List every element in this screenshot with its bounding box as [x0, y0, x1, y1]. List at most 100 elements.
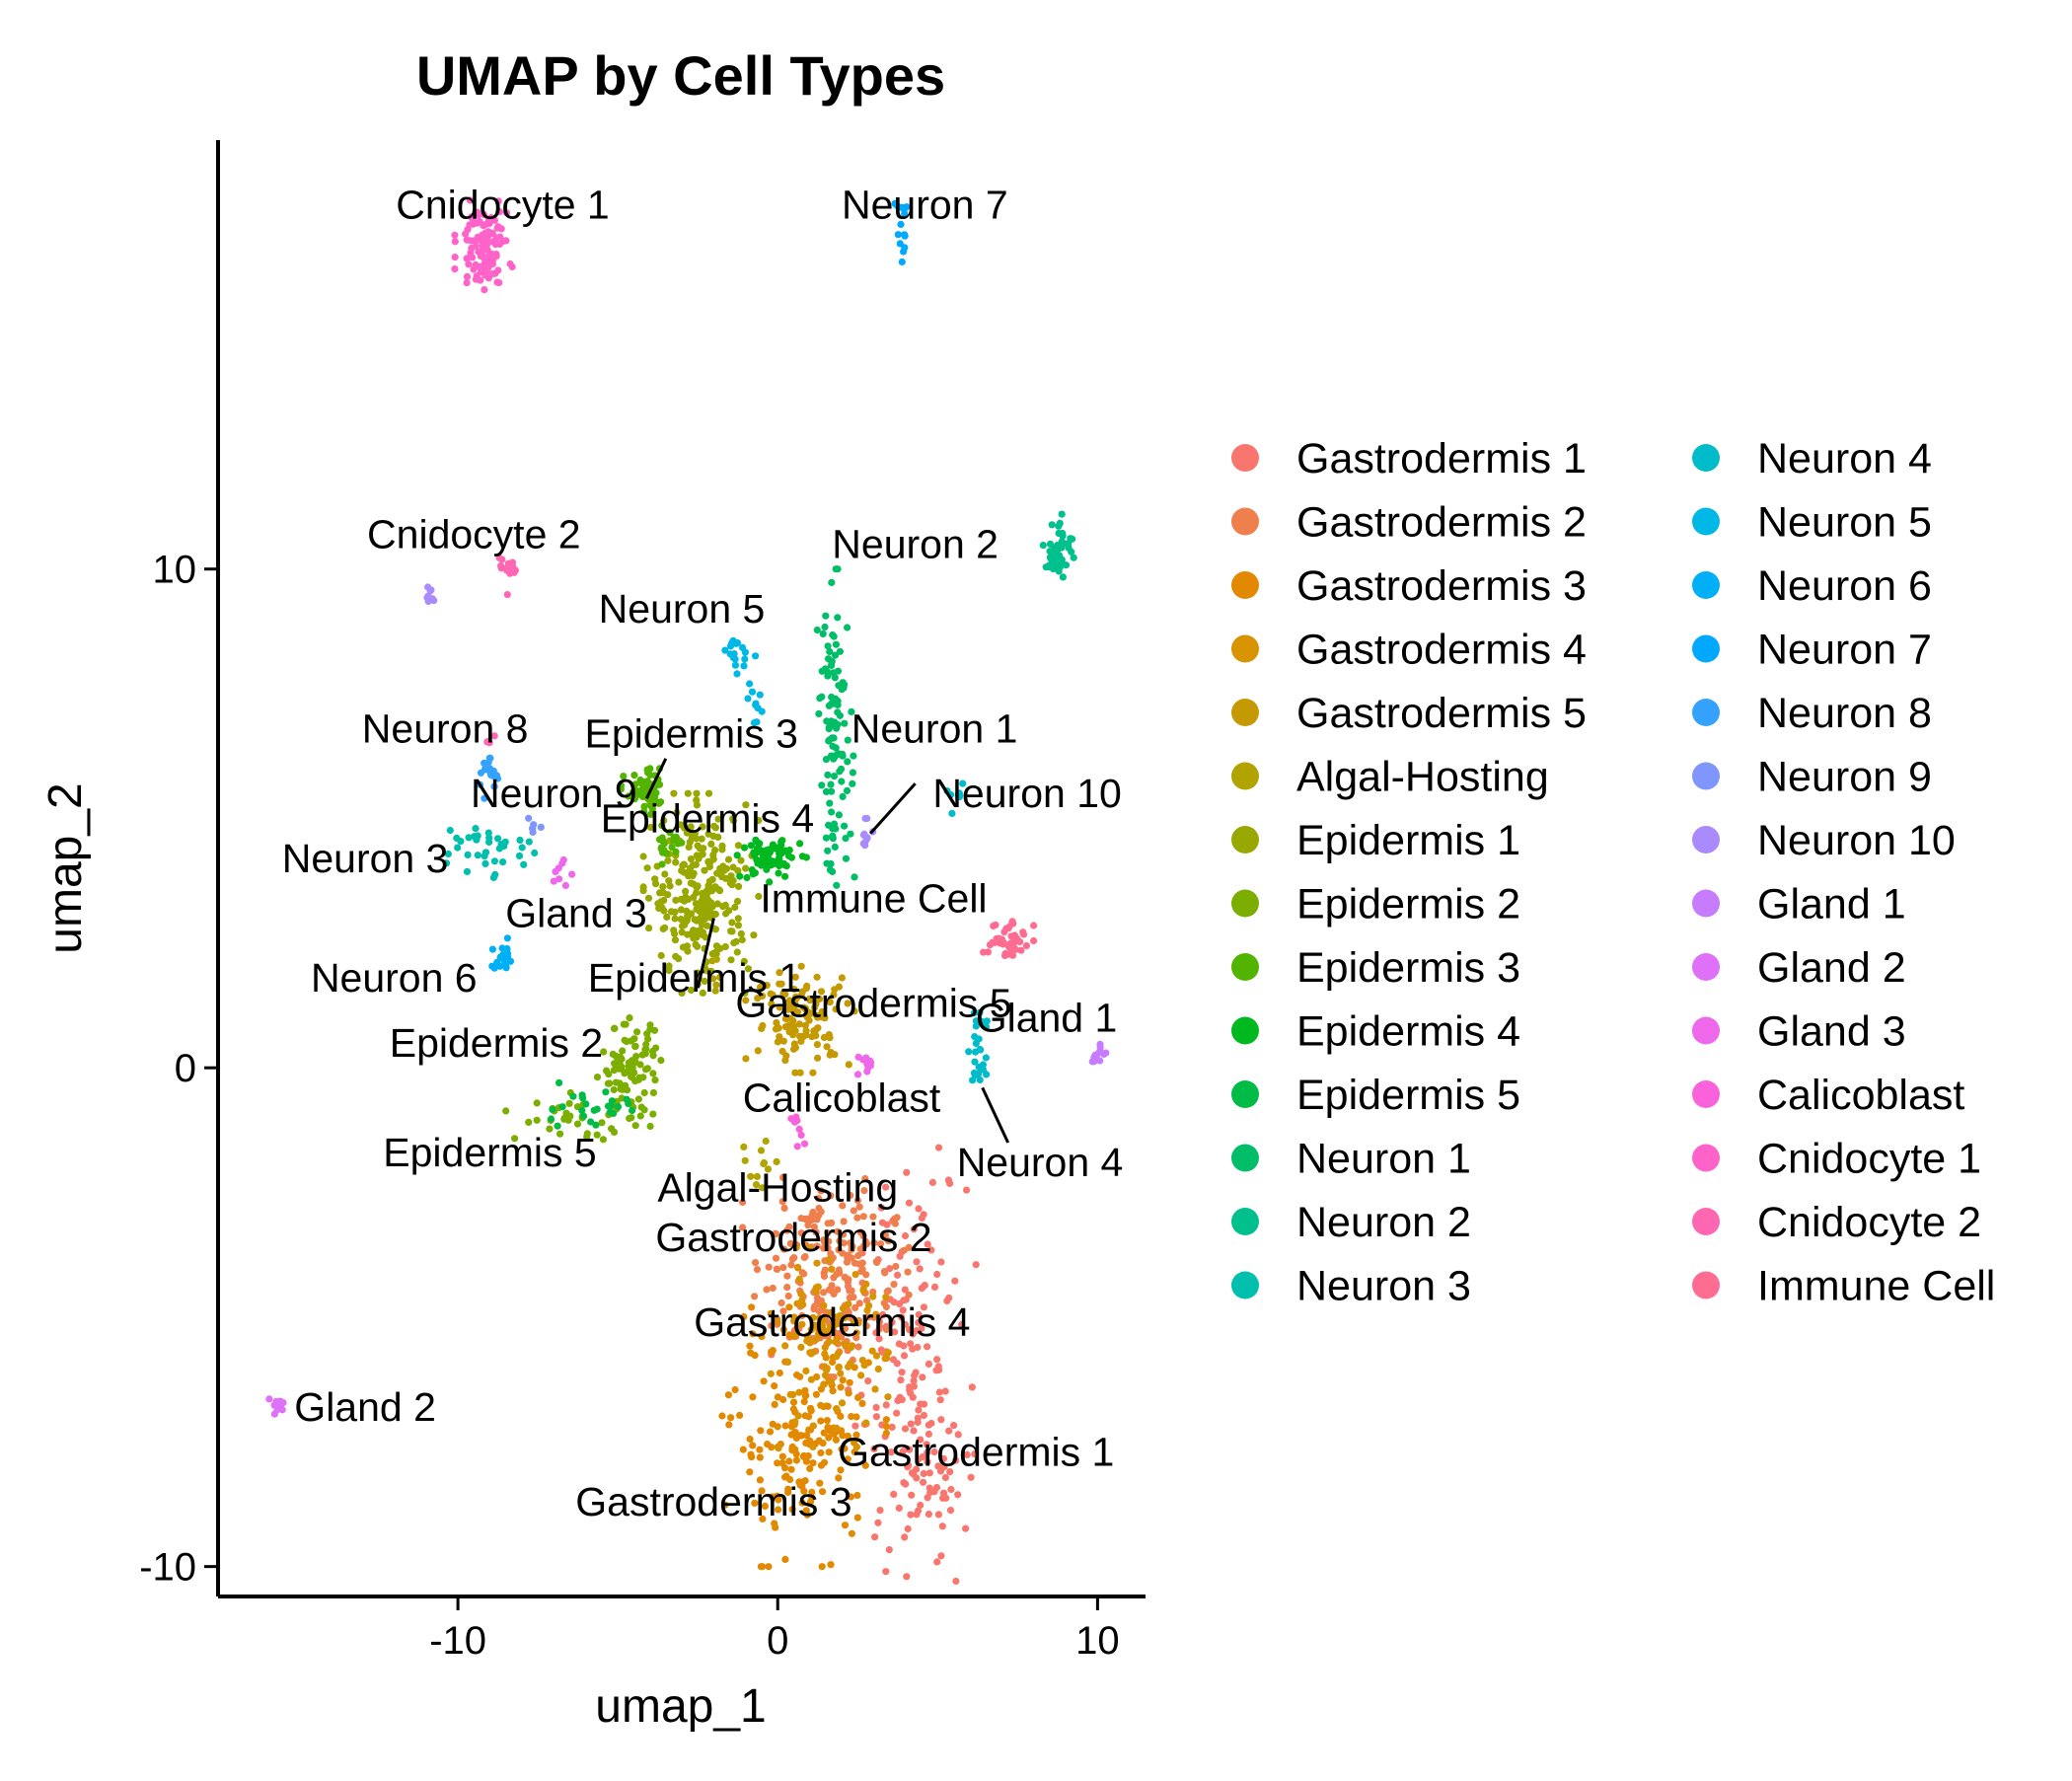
data-point	[779, 1037, 787, 1045]
data-point	[606, 1108, 615, 1116]
data-point	[869, 1293, 877, 1300]
data-point	[742, 997, 750, 1004]
data-point	[777, 838, 785, 846]
data-point	[890, 1215, 899, 1224]
legend-label: Neuron 4	[1757, 435, 1932, 482]
data-point	[546, 1125, 554, 1133]
data-point	[728, 919, 736, 927]
data-point	[790, 986, 798, 994]
data-point	[491, 870, 499, 879]
data-point	[716, 944, 724, 952]
cluster-label-gastrodermis-3: Gastrodermis 3	[575, 1479, 851, 1524]
data-point	[917, 1436, 925, 1444]
data-point	[502, 964, 510, 972]
legend-item-gastrodermis-4: Gastrodermis 4	[1231, 627, 1587, 674]
data-point	[721, 646, 729, 654]
data-point	[825, 998, 833, 1005]
data-point	[925, 1469, 933, 1477]
data-point	[773, 1157, 780, 1165]
data-point	[677, 821, 685, 829]
data-point	[677, 906, 686, 914]
data-point	[1046, 540, 1055, 549]
data-point	[801, 1021, 810, 1029]
data-point	[933, 1356, 941, 1364]
data-point	[809, 1459, 817, 1467]
data-point	[587, 1118, 595, 1126]
data-point	[797, 1290, 805, 1298]
cluster-label-gland-2: Gland 2	[294, 1384, 436, 1430]
data-point	[573, 1120, 582, 1128]
data-point	[707, 967, 715, 976]
data-point	[499, 858, 507, 866]
data-point	[876, 1240, 885, 1248]
data-point	[631, 1122, 639, 1130]
data-point	[1049, 565, 1058, 573]
data-point	[728, 928, 736, 935]
cluster-label-gastrodermis-4: Gastrodermis 4	[694, 1299, 970, 1345]
data-point	[919, 1453, 926, 1461]
data-point	[565, 1099, 573, 1107]
data-point	[490, 857, 498, 865]
data-point	[520, 860, 528, 868]
data-point	[898, 1369, 906, 1376]
data-point	[659, 883, 667, 891]
data-point	[963, 1450, 971, 1458]
data-point	[735, 882, 743, 891]
legend-item-gastrodermis-1: Gastrodermis 1	[1231, 435, 1587, 482]
data-point	[945, 1427, 953, 1435]
data-point	[781, 872, 789, 880]
data-point	[758, 1333, 766, 1341]
data-point	[786, 1239, 794, 1247]
data-point	[785, 1457, 793, 1465]
data-point	[904, 1463, 912, 1471]
data-point	[838, 974, 847, 982]
data-point	[491, 269, 499, 277]
data-point	[469, 254, 477, 261]
data-point	[682, 887, 690, 896]
data-point	[502, 1107, 510, 1115]
data-point	[533, 1099, 541, 1107]
data-point	[832, 1313, 840, 1321]
data-point	[895, 1504, 903, 1512]
data-point	[866, 1062, 874, 1070]
data-point	[930, 1283, 939, 1291]
data-point	[698, 835, 705, 843]
data-point	[776, 854, 783, 863]
data-point	[925, 1360, 933, 1368]
cluster-label-neuron-2: Neuron 2	[832, 521, 999, 566]
legend-item-neuron-1: Neuron 1	[1231, 1136, 1471, 1183]
series-epidermis-2	[502, 1014, 665, 1144]
series-neuron-1	[813, 565, 858, 889]
data-point	[684, 789, 692, 797]
data-point	[687, 855, 696, 863]
data-point	[646, 823, 655, 832]
data-point	[493, 224, 501, 232]
data-point	[739, 1198, 747, 1207]
data-point	[477, 276, 484, 284]
data-point	[831, 1321, 839, 1329]
data-point	[850, 1294, 857, 1301]
data-point	[858, 1399, 866, 1407]
data-point	[810, 1305, 818, 1313]
data-point	[784, 852, 793, 860]
data-point	[864, 1313, 872, 1321]
data-point	[671, 936, 680, 944]
data-point	[804, 1222, 812, 1229]
data-point	[801, 1412, 809, 1420]
data-point	[792, 1243, 800, 1251]
data-point	[672, 952, 680, 961]
data-point	[1096, 1040, 1104, 1048]
legend-swatch	[1692, 1016, 1720, 1045]
data-point	[752, 1181, 761, 1189]
data-point	[848, 1245, 855, 1254]
label-leader-line	[644, 758, 668, 799]
cluster-labels: Gastrodermis 1 Gastrodermis 2 Gastrodermis…	[282, 183, 1124, 1524]
data-point	[477, 268, 485, 276]
legend-label: Cnidocyte 1	[1757, 1136, 1981, 1183]
data-point	[704, 882, 713, 890]
data-point	[477, 236, 484, 244]
cluster-label-neuron-8: Neuron 8	[362, 705, 529, 751]
data-point	[841, 1273, 850, 1282]
data-point	[890, 1299, 898, 1306]
data-point	[468, 213, 476, 221]
